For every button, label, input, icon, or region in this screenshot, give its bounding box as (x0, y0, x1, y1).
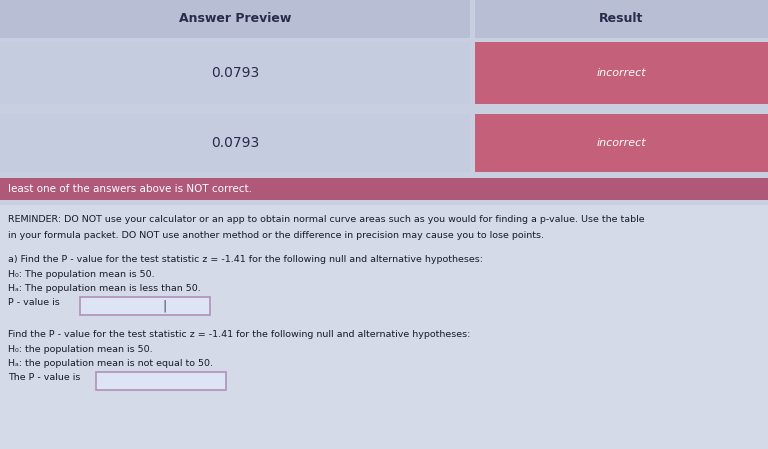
Text: |: | (163, 299, 167, 313)
FancyBboxPatch shape (475, 114, 768, 172)
Text: in your formula packet. DO NOT use another method or the difference in precision: in your formula packet. DO NOT use anoth… (8, 231, 544, 240)
FancyBboxPatch shape (0, 114, 470, 172)
Text: H₀: the population mean is 50.: H₀: the population mean is 50. (8, 345, 153, 354)
FancyBboxPatch shape (475, 42, 768, 104)
Text: incorrect: incorrect (597, 138, 647, 148)
Text: Hₐ: the population mean is not equal to 50.: Hₐ: the population mean is not equal to … (8, 359, 213, 368)
FancyBboxPatch shape (0, 0, 470, 38)
Text: least one of the answers above is NOT correct.: least one of the answers above is NOT co… (8, 184, 252, 194)
Text: 0.0793: 0.0793 (211, 136, 259, 150)
FancyBboxPatch shape (96, 372, 226, 390)
Text: Result: Result (599, 13, 644, 26)
FancyBboxPatch shape (475, 0, 768, 38)
Text: a) Find the P - value for the test statistic z = -1.41 for the following null an: a) Find the P - value for the test stati… (8, 255, 483, 264)
Text: Find the P - value for the test statistic z = -1.41 for the following null and a: Find the P - value for the test statisti… (8, 330, 470, 339)
Text: incorrect: incorrect (597, 68, 647, 78)
Text: The P - value is: The P - value is (8, 373, 81, 382)
Text: 0.0793: 0.0793 (211, 66, 259, 80)
FancyBboxPatch shape (0, 205, 768, 449)
FancyBboxPatch shape (0, 178, 768, 200)
Text: Hₐ: The population mean is less than 50.: Hₐ: The population mean is less than 50. (8, 284, 200, 293)
FancyBboxPatch shape (80, 297, 210, 315)
FancyBboxPatch shape (0, 42, 470, 104)
Text: Answer Preview: Answer Preview (179, 13, 291, 26)
Text: P - value is: P - value is (8, 298, 60, 307)
Text: H₀: The population mean is 50.: H₀: The population mean is 50. (8, 270, 154, 279)
Text: REMINDER: DO NOT use your calculator or an app to obtain normal curve areas such: REMINDER: DO NOT use your calculator or … (8, 215, 644, 224)
